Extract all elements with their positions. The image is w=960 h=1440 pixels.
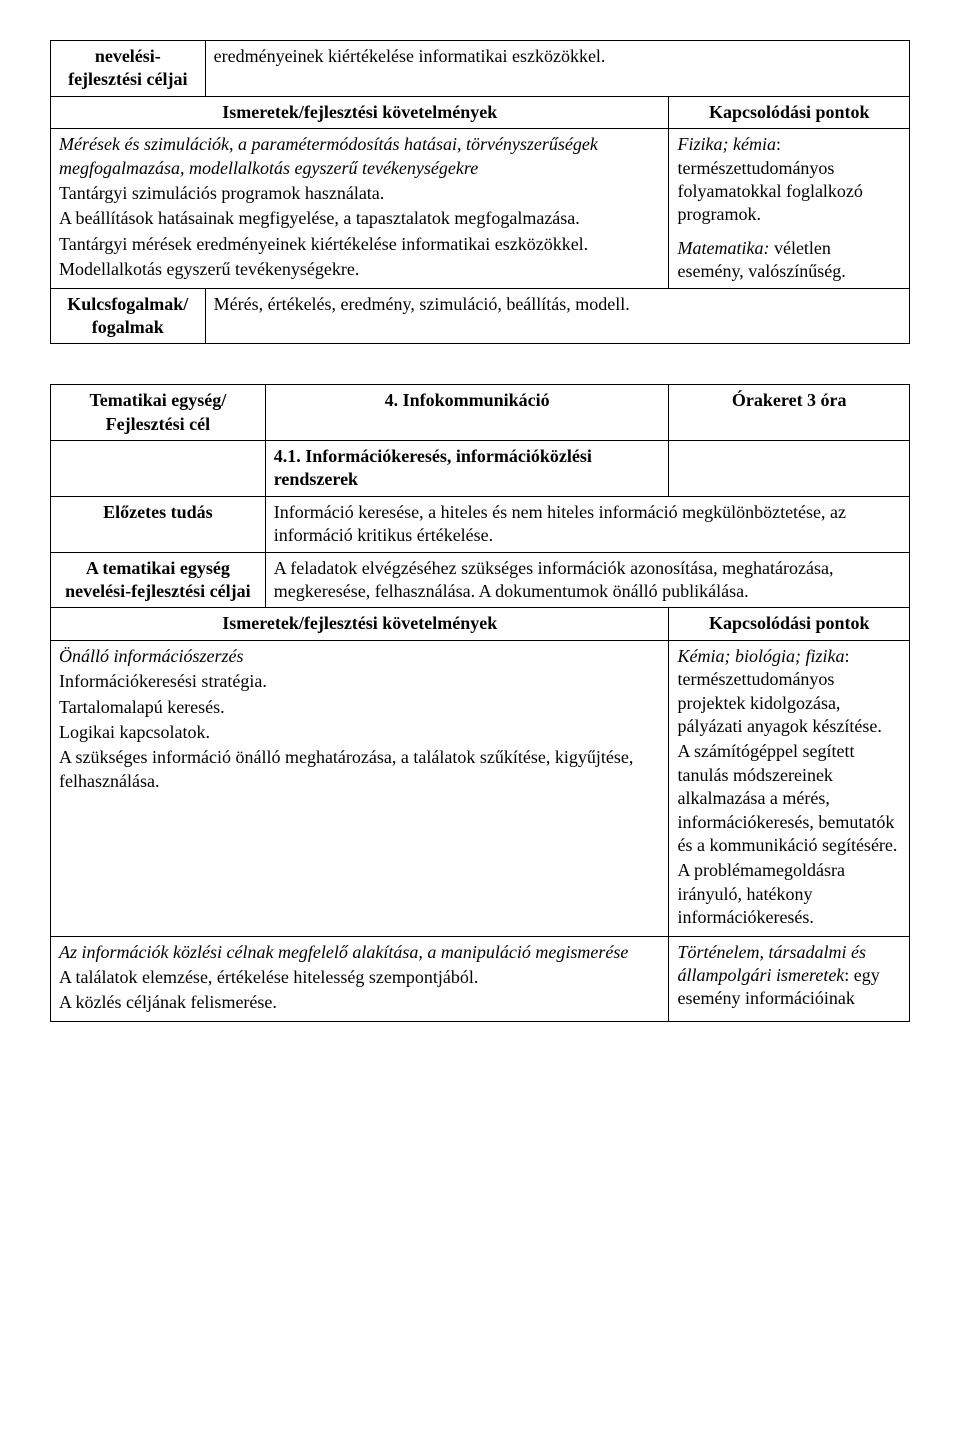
t2-r1c1: Tematikai egység/ Fejlesztési cél — [51, 385, 266, 441]
t1-r3c1-p3: A beállítások hatásainak megfigyelése, a… — [59, 207, 660, 230]
t1-r3c1-p4: Tantárgyi mérések eredményeinek kiértéke… — [59, 233, 660, 256]
t1-r3c1-p2: Tantárgyi szimulációs programok használa… — [59, 182, 660, 205]
t1-r3c1: Mérések és szimulációk, a paramétermódos… — [51, 129, 669, 288]
t2-r6c2-label: Kémia; biológia; fizika — [677, 646, 844, 666]
t1-r4c1: Kulcsfogalmak/ fogalmak — [51, 288, 206, 344]
t2-r7c2-label: Történelem, társadalmi és állampolgári i… — [677, 942, 866, 985]
t2-r6c2: Kémia; biológia; fizika: természettudomá… — [669, 640, 910, 936]
t2-r6c2-p2: A számítógéppel segített tanulás módszer… — [677, 740, 901, 857]
t2-r6c1-p2: Információkeresési stratégia. — [59, 670, 660, 693]
t2-r3c2: Információ keresése, a hiteles és nem hi… — [265, 496, 909, 552]
t1-r3c2-b2-label: Matematika: — [677, 238, 769, 258]
t2-r7c1-p3: A közlés céljának felismerése. — [59, 991, 660, 1014]
curriculum-table-2: Tematikai egység/ Fejlesztési cél 4. Inf… — [50, 384, 910, 1021]
t2-r5c1: Ismeretek/fejlesztési követelmények — [51, 608, 669, 640]
curriculum-table-1: nevelési-fejlesztési céljai eredményeine… — [50, 40, 910, 344]
t2-r3c1: Előzetes tudás — [51, 496, 266, 552]
t1-r1c2: eredményeinek kiértékelése informatikai … — [205, 41, 909, 97]
t2-r7c2: Történelem, társadalmi és állampolgári i… — [669, 936, 910, 1021]
t1-r3c1-p1: Mérések és szimulációk, a paramétermódos… — [59, 134, 598, 177]
t2-r2c3 — [669, 441, 910, 497]
t2-r7c1-p1: Az információk közlési célnak megfelelő … — [59, 942, 628, 962]
t2-r4c2: A feladatok elvégzéséhez szükséges infor… — [265, 552, 909, 608]
t1-r3c2: Fizika; kémia: természettudományos folya… — [669, 129, 910, 288]
t1-r2c1: Ismeretek/fejlesztési követelmények — [51, 96, 669, 128]
t2-r4c1: A tematikai egység nevelési-fejlesztési … — [51, 552, 266, 608]
t2-r7c1-p2: A találatok elemzése, értékelése hiteles… — [59, 966, 660, 989]
t2-r6c1-p5: A szükséges információ önálló meghatároz… — [59, 746, 660, 793]
t2-r1c2: 4. Infokommunikáció — [265, 385, 669, 441]
t1-r1c1: nevelési-fejlesztési céljai — [51, 41, 206, 97]
t2-r6c1-p3: Tartalomalapú keresés. — [59, 696, 660, 719]
t2-r6c1-p1: Önálló információszerzés — [59, 646, 244, 666]
t1-r2c2: Kapcsolódási pontok — [669, 96, 910, 128]
t2-r6c1: Önálló információszerzés Információkeres… — [51, 640, 669, 936]
t2-r1c3: Órakeret 3 óra — [669, 385, 910, 441]
t2-r2c1 — [51, 441, 266, 497]
t1-r4c2: Mérés, értékelés, eredmény, szimuláció, … — [205, 288, 909, 344]
t1-r3c2-b1-label: Fizika; kémia — [677, 134, 775, 154]
t2-r2c2: 4.1. Információkeresés, információközlés… — [265, 441, 669, 497]
t1-r3c1-p5: Modellalkotás egyszerű tevékenységekre. — [59, 258, 660, 281]
t2-r5c2: Kapcsolódási pontok — [669, 608, 910, 640]
t2-r6c1-p4: Logikai kapcsolatok. — [59, 721, 660, 744]
t2-r6c2-p3: A problémamegoldásra irányuló, hatékony … — [677, 859, 901, 929]
t2-r7c1: Az információk közlési célnak megfelelő … — [51, 936, 669, 1021]
